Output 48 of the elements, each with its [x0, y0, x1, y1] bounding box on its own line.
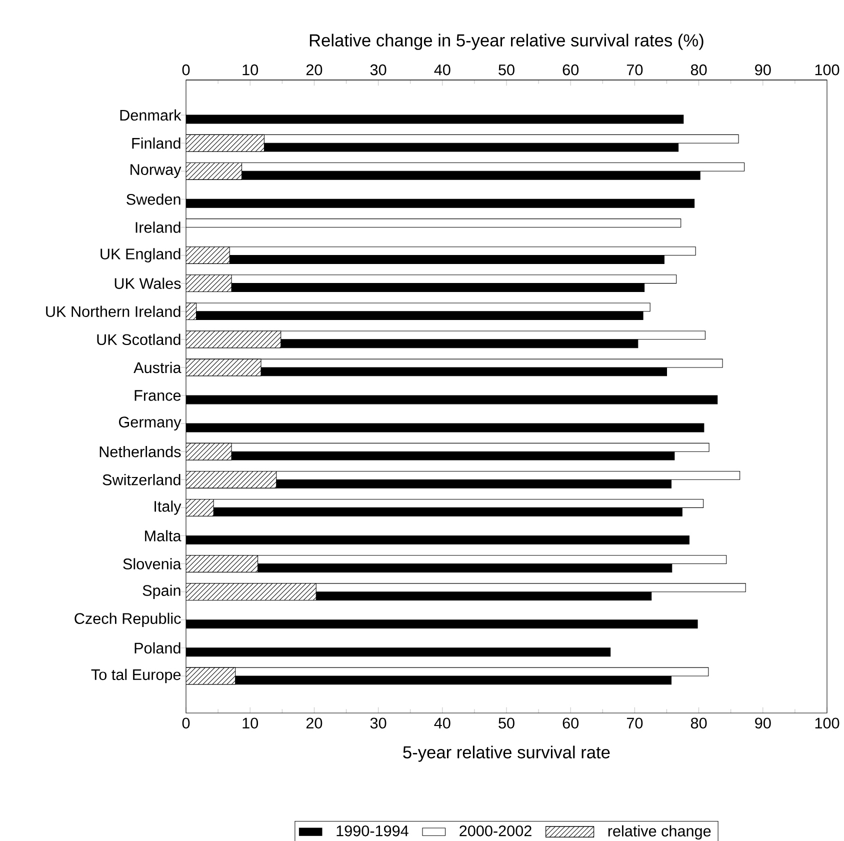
x2-tick-label: 30: [370, 64, 386, 76]
x2-tick-label: 50: [498, 64, 514, 76]
x2-tick-label: 90: [755, 64, 771, 76]
y-tick-label: UK Wales: [114, 278, 181, 289]
x2-tick-label: 20: [306, 64, 322, 76]
x2-tick-label: 100: [815, 64, 840, 76]
y-tick-label: Poland: [134, 642, 180, 654]
x-tick-label: 40: [434, 718, 450, 729]
y-tick-label: Norway: [130, 164, 182, 178]
x-tick-label: 10: [242, 718, 258, 729]
y-tick-label: France: [134, 390, 181, 401]
y-tick-label: Slovenia: [123, 558, 182, 570]
y-tick-label: UK Scotland: [97, 334, 180, 346]
y-tick-label: Germany: [119, 416, 182, 430]
y-tick-label: Netherlands: [100, 446, 181, 458]
x-axis-title: 5-year relative survival rate: [403, 746, 610, 762]
x-tick-label: 20: [306, 718, 322, 729]
legend-label: 1990-1994: [336, 825, 408, 836]
legend-label: relative change: [608, 825, 711, 840]
x-tick-label: 90: [755, 718, 771, 729]
y-tick-label: To tal Europe: [91, 668, 181, 684]
x-tick-label: 80: [690, 718, 707, 729]
legend-label: 2000-2002: [460, 825, 532, 836]
x2-tick-label: 40: [434, 64, 450, 76]
y-tick-label: Switzerland: [102, 474, 180, 486]
y-tick-label: Czech Republic: [74, 612, 181, 628]
y-tick-label: Sweden: [126, 194, 180, 205]
x-tick-label: 50: [498, 718, 514, 729]
y-tick-label: Malta: [145, 530, 182, 542]
x-tick-label: 0: [182, 718, 190, 729]
y-tick-label: Finland: [132, 137, 180, 149]
x2-axis-title: Relative change in 5-year relative survival rates (%): [310, 34, 704, 50]
x-tick-label: 100: [815, 718, 840, 729]
x-tick-label: 70: [626, 718, 643, 729]
x2-tick-label: 60: [562, 64, 579, 76]
x2-tick-label: 80: [690, 64, 707, 76]
y-tick-label: UK Northern Ireland: [46, 306, 180, 317]
y-tick-label: Ireland: [136, 222, 180, 233]
y-tick-label: Italy: [154, 500, 182, 515]
y-tick-label: Spain: [142, 584, 180, 599]
y-tick-label: Austria: [134, 362, 182, 374]
y-tick-label: Denmark: [120, 109, 182, 121]
x-tick-label: 30: [370, 718, 386, 729]
x2-tick-label: 10: [242, 64, 258, 76]
y-tick-label: UK England: [100, 248, 180, 262]
x2-tick-label: 70: [626, 64, 643, 76]
x-tick-label: 60: [562, 718, 579, 729]
x2-tick-label: 0: [182, 64, 190, 76]
